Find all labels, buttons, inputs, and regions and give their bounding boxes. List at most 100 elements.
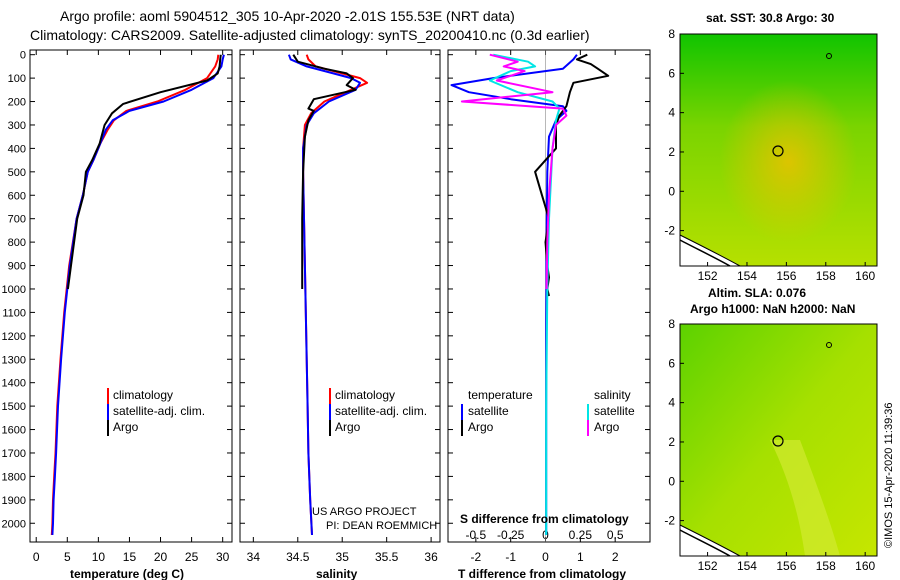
difference-x2label: S difference from climatology [460,512,629,526]
salinity-series [287,54,369,536]
map-y-tick-label: 0 [668,474,675,488]
x-tick-label: 1 [577,550,584,564]
sla-coastline-line [679,529,731,557]
x-tick-label: 20 [154,550,168,564]
salinity-xlabel: salinity [316,567,358,580]
map-x-tick-label: 158 [816,269,836,283]
y-tick-label: 1300 [2,354,26,366]
map-y-tick-label: 8 [668,317,675,331]
series-line-argo [66,54,222,290]
map-x-tick-label: 156 [776,269,796,283]
map-x-tick-label: 152 [698,269,718,283]
legend-label: Argo [594,420,620,434]
map-y-tick-label: 2 [668,435,675,449]
x2-tick-label: -0.5 [466,528,487,542]
map-y-tick-label: 0 [668,184,675,198]
y-tick-label: 1200 [2,331,26,343]
map-y-tick-label: 6 [668,356,675,370]
y-tick-label: 1700 [2,448,26,460]
temperature-panel-frame [29,49,233,543]
legend-label: Argo [468,420,494,434]
sst-map-frame [679,33,878,267]
map-x-tick-label: 160 [855,269,875,283]
map-y-tick-label: -2 [664,514,675,528]
sla-high-patch [770,440,840,556]
title-line-2: Climatology: CARS2009. Satellite-adjuste… [30,27,590,43]
map-y-tick-label: 6 [668,66,675,80]
legend-label: Argo [113,420,139,434]
sst-argo-marker [772,145,784,157]
x-tick-label: 25 [185,550,199,564]
sla-island [826,342,832,348]
map-x-tick-label: 160 [855,559,875,573]
y-tick-label: 100 [8,73,26,85]
x-tick-label: 0 [33,550,40,564]
series-line-climatology [302,54,369,536]
sst-warm-patch [680,34,877,266]
salinity-x-axis: 34 34.5 35 35.5 36 [247,50,438,564]
sst-coastline-line [679,239,731,267]
y-tick-label: 1600 [2,425,26,437]
difference-x-axis: -2 -1 0 1 2 [471,50,619,564]
x-tick-label: 34 [247,550,261,564]
sla-map-subtitle: Argo h1000: NaN h2000: NaN [690,302,855,316]
legend-label: climatology [113,388,173,402]
y-tick-label: 1000 [2,284,26,296]
imos-stamp: ©IMOS 15-Apr-2020 11:39:36 [883,403,895,548]
y-tick-label: 1800 [2,471,26,483]
x-tick-label: -1 [505,550,516,564]
difference-legend: temperature salinity satellite Argo sate… [461,388,635,436]
map-x-tick-label: 154 [737,269,757,283]
y-tick-label: 1100 [2,307,26,319]
series-line-satellite-adj-clim- [51,54,225,536]
series-line-s-argo [460,53,568,290]
map-x-tick-label: 156 [776,559,796,573]
map-x-tick-label: 154 [737,559,757,573]
legend-label: satellite-adj. clim. [113,404,205,418]
sst-axes: 152 154 156 158 160 -2 0 2 4 6 8 [664,27,875,283]
series-line-satellite-adj-clim- [287,54,361,536]
legend-header-salinity: salinity [594,388,631,402]
x-tick-label: 30 [216,550,230,564]
x-tick-label: 0 [542,550,549,564]
x2-tick-label: 0.25 [569,528,593,542]
salinity-legend: climatology satellite-adj. clim. Argo [329,388,427,436]
y-tick-label: 700 [8,214,26,226]
series-line-t-satellite [450,54,578,535]
map-x-tick-label: 152 [698,559,718,573]
y-tick-label: 1500 [2,401,26,413]
legend-header-temperature: temperature [468,388,533,402]
temperature-x-axis: 0 5 10 15 20 25 30 [33,50,230,564]
sla-map [679,323,878,557]
legend-label: climatology [335,388,395,402]
map-y-tick-label: -2 [664,224,675,238]
difference-xlabel: T difference from climatology [458,567,626,580]
x-tick-label: 15 [123,550,137,564]
temperature-xlabel: temperature (deg C) [70,567,184,580]
x-tick-label: 5 [64,550,71,564]
legend-label: satellite [594,404,635,418]
y-tick-label: 300 [8,120,26,132]
y-tick-label: 1900 [2,495,26,507]
y-tick-label: 1400 [2,378,26,390]
legend-label: Argo [335,420,361,434]
credit-line-2: PI: DEAN ROEMMICH [326,520,437,532]
series-line-climatology [50,54,220,536]
temperature-series [50,54,225,536]
y-tick-label: 800 [8,237,26,249]
difference-panel-frame [447,49,651,543]
credit-line-1: US ARGO PROJECT [312,506,417,518]
legend-label: satellite-adj. clim. [335,404,427,418]
difference-series [450,53,610,535]
sst-map [679,33,878,267]
x-tick-label: 35 [336,550,350,564]
y-tick-label: 200 [8,97,26,109]
map-y-tick-label: 4 [668,106,675,120]
sla-map-title: Altim. SLA: 0.076 [708,286,806,300]
map-x-tick-label: 158 [816,559,836,573]
salinity-panel-frame [239,49,441,543]
map-y-tick-label: 8 [668,27,675,41]
y-tick-label: 2000 [2,518,26,530]
map-y-tick-label: 4 [668,396,675,410]
